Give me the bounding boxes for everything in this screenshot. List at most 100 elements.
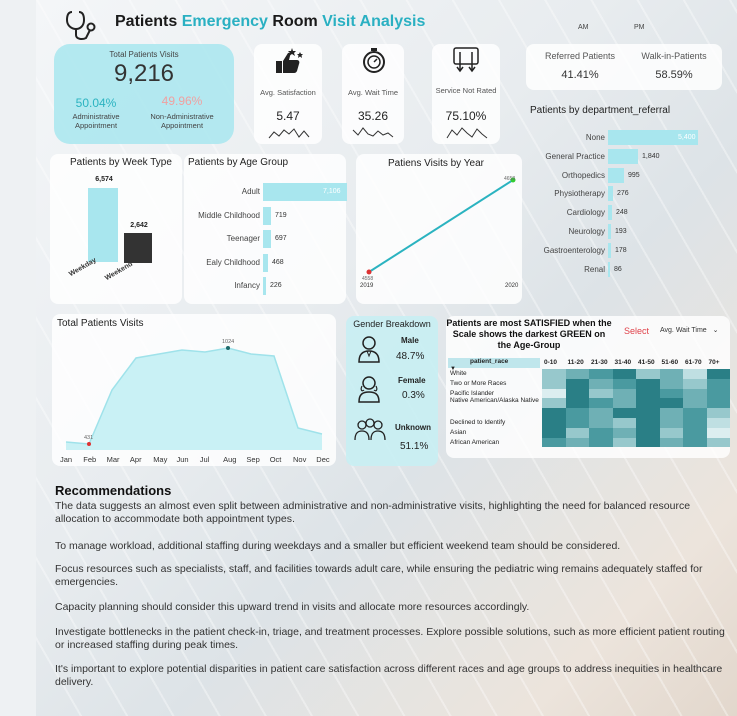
- heatmap-cell: [589, 369, 613, 379]
- dept-category-label: None: [585, 133, 605, 142]
- select-label: Select: [624, 326, 650, 336]
- heatmap-cell: [636, 369, 660, 379]
- metric-select-value: Avg. Wait Time: [660, 327, 707, 334]
- pm-toggle[interactable]: PM: [634, 24, 645, 31]
- age-bar-value: 719: [275, 211, 287, 219]
- max-label: 1024: [222, 339, 235, 345]
- heatmap-cell: [706, 437, 730, 448]
- dept-bar: [608, 261, 610, 277]
- heatmap-cell: [542, 388, 566, 399]
- age-bar-value: 468: [272, 258, 284, 266]
- min-point: [87, 442, 91, 446]
- total-visits-value: 9,216: [113, 60, 175, 87]
- heatmap-cell: [659, 408, 683, 418]
- week-chart-title: Patients by Week Type: [70, 157, 172, 168]
- heatmap-cell: [659, 378, 683, 389]
- heatmap-cell: [636, 437, 660, 448]
- heatmap-cell: [706, 388, 730, 399]
- satisfaction-sparkline: [268, 128, 310, 139]
- gender-male-label: Male: [401, 336, 419, 345]
- heatmap-cell: [683, 427, 707, 438]
- year-point-2020: [510, 177, 516, 183]
- month-tick-label: Sep: [246, 455, 260, 464]
- dept-bar: [608, 167, 624, 183]
- heatmap-cell: [636, 388, 660, 399]
- heatmap-cell: [706, 369, 730, 379]
- heatmap-cell: [542, 408, 566, 418]
- bar-weekend: [124, 233, 152, 263]
- race-row-label: Asian: [450, 428, 467, 436]
- bar-weekday-fill: [88, 188, 118, 262]
- age-category-label: Teenager: [226, 234, 260, 243]
- recommendations-title: Recommendations: [55, 483, 172, 498]
- heatmap-cell: [659, 418, 683, 428]
- heatmap-cell: [659, 369, 683, 379]
- dept-category-label: Cardiology: [566, 208, 605, 218]
- heatmap-cell: [542, 378, 566, 389]
- dept-bar: [608, 205, 612, 221]
- admin-pct: 50.04%: [75, 96, 117, 110]
- dept-category-label: Neurology: [568, 227, 605, 236]
- heatmap-cell: [589, 427, 613, 438]
- heatmap-cell: [565, 418, 589, 428]
- not-rated-sparkline: [446, 127, 488, 139]
- dept-bar: [608, 242, 611, 258]
- heatmap-cell: [636, 398, 660, 409]
- age-group-header: 61-70: [685, 359, 702, 366]
- heatmap-cell: [612, 388, 636, 399]
- sort-down-icon[interactable]: ▼: [450, 366, 456, 372]
- month-tick-label: Dec: [316, 455, 330, 464]
- referred-label: Referred Patients: [544, 51, 616, 61]
- nonadmin-label: Non-Administrative Appointment: [150, 112, 214, 130]
- heatmap-row-header[interactable]: [448, 358, 540, 368]
- month-tick-label: May: [153, 455, 168, 464]
- heatmap-cell: [542, 437, 566, 448]
- heatmap-cell: [565, 408, 589, 418]
- wait-time-card: [342, 44, 404, 144]
- year-x-2019: 2019: [360, 283, 374, 289]
- heatmap-cell: [659, 427, 683, 438]
- month-tick-label: Aug: [223, 455, 237, 464]
- month-tick-label: Jan: [60, 455, 73, 464]
- year-x-2020: 2020: [505, 283, 519, 289]
- age-bar: [263, 183, 347, 201]
- race-row-label: Declined to Identify: [450, 419, 506, 426]
- total-visits-area-chart: [65, 346, 323, 450]
- nonadmin-pct: 49.96%: [161, 94, 203, 108]
- gender-title: Gender Breakdown: [353, 319, 431, 329]
- dept-bar-value: 86: [614, 265, 622, 273]
- satisfaction-label: Avg. Satisfaction: [260, 88, 316, 97]
- wait-time-label: Avg. Wait Time: [347, 88, 398, 97]
- race-row-label: Native American/Alaska Native: [450, 397, 539, 405]
- year-point-2019: [366, 269, 372, 275]
- gender-unknown-label: Unknown: [395, 423, 431, 432]
- age-bar: [263, 277, 266, 295]
- not-rated-value: 75.10%: [445, 109, 487, 123]
- heatmap-cell: [659, 388, 683, 399]
- heatmap-cell: [612, 427, 636, 438]
- race-row-label: Pacific Islander: [450, 389, 495, 397]
- heatmap-cell: [683, 369, 707, 379]
- heatmap-cell: [659, 398, 683, 409]
- female-user-icon: [358, 376, 380, 403]
- chevron-down-icon: ⌄: [712, 327, 719, 334]
- month-tick-label: Mar: [106, 455, 120, 464]
- age-bar-value: 7,106: [323, 188, 341, 195]
- total-visits-label: Total Patients Visits: [109, 50, 179, 59]
- gender-card: [346, 316, 438, 466]
- gender-unknown-value: 51.1%: [400, 441, 429, 452]
- heatmap-cell: [636, 408, 660, 418]
- heatmap-cell: [542, 369, 566, 379]
- dept-bar-value: 276: [617, 190, 629, 198]
- age-group-header: 41-50: [638, 359, 655, 366]
- heatmap-cell: [589, 388, 613, 399]
- bar-label-weekend: 2,642: [130, 222, 148, 229]
- walkin-value: 58.59%: [655, 69, 693, 81]
- heatmap-cell: [683, 388, 707, 399]
- heatmap-cell: [683, 408, 707, 418]
- am-toggle[interactable]: AM: [578, 24, 589, 31]
- metric-select[interactable]: Avg. Wait Time ⌄: [660, 324, 724, 338]
- admin-label: Administrative Appointment: [72, 112, 120, 130]
- year-chart-title: Patiens Visits by Year: [388, 158, 484, 169]
- age-bar-value: 226: [270, 282, 282, 289]
